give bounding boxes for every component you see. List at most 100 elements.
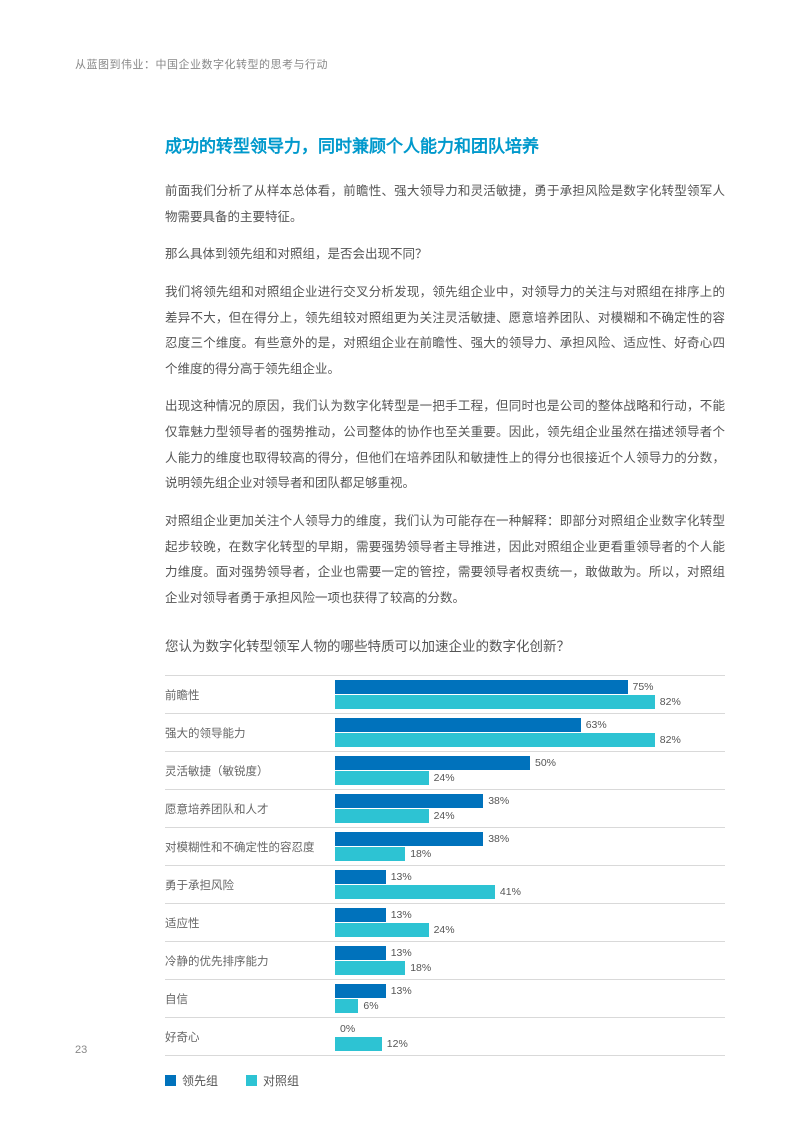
bar-wrap: 12% xyxy=(335,1037,725,1051)
legend-label: 对照组 xyxy=(263,1072,299,1089)
chart-row: 勇于承担风险13%41% xyxy=(165,865,725,903)
legend-label: 领先组 xyxy=(182,1072,218,1089)
bar-value: 82% xyxy=(660,696,681,708)
bar-value: 75% xyxy=(633,681,654,693)
bar xyxy=(335,908,386,922)
chart-row: 愿意培养团队和人才38%24% xyxy=(165,789,725,827)
bar-value: 13% xyxy=(391,985,412,997)
bar-value: 50% xyxy=(535,757,556,769)
chart-row-label: 自信 xyxy=(165,980,335,1017)
running-header: 从蓝图到伟业：中国企业数字化转型的思考与行动 xyxy=(75,56,718,72)
bar xyxy=(335,794,483,808)
chart-row: 适应性13%24% xyxy=(165,903,725,941)
bar xyxy=(335,984,386,998)
bar-value: 18% xyxy=(410,962,431,974)
bar-wrap: 24% xyxy=(335,923,725,937)
bar-wrap: 13% xyxy=(335,908,725,922)
bar xyxy=(335,756,530,770)
legend-item-leading: 领先组 xyxy=(165,1072,218,1089)
bar xyxy=(335,946,386,960)
legend-item-control: 对照组 xyxy=(246,1072,299,1089)
bar xyxy=(335,1037,382,1051)
bar-chart: 前瞻性75%82%强大的领导能力63%82%灵活敏捷（敏锐度）50%24%愿意培… xyxy=(165,675,725,1056)
bar-value: 13% xyxy=(391,947,412,959)
chart-row: 自信 13% 6% xyxy=(165,979,725,1017)
page-number: 23 xyxy=(75,1044,87,1056)
chart-row-label: 勇于承担风险 xyxy=(165,866,335,903)
bar-wrap: 82% xyxy=(335,695,725,709)
bar-value: 0% xyxy=(340,1023,355,1035)
bar-wrap: 18% xyxy=(335,847,725,861)
section-title: 成功的转型领导力，同时兼顾个人能力和团队培养 xyxy=(165,132,725,157)
bar xyxy=(335,733,655,747)
bar xyxy=(335,832,483,846)
paragraph: 我们将领先组和对照组企业进行交叉分析发现，领先组企业中，对领导力的关注与对照组在… xyxy=(165,280,725,383)
main-content: 成功的转型领导力，同时兼顾个人能力和团队培养 前面我们分析了从样本总体看，前瞻性… xyxy=(165,132,725,1089)
bar-value: 12% xyxy=(387,1038,408,1050)
bar-value: 6% xyxy=(363,1000,378,1012)
legend-swatch xyxy=(165,1075,176,1086)
bar-value: 38% xyxy=(488,833,509,845)
chart-row-label: 冷静的优先排序能力 xyxy=(165,942,335,979)
bar-value: 18% xyxy=(410,848,431,860)
bar xyxy=(335,718,581,732)
bar-wrap: 38% xyxy=(335,832,725,846)
paragraph: 前面我们分析了从样本总体看，前瞻性、强大领导力和灵活敏捷，勇于承担风险是数字化转… xyxy=(165,179,725,230)
bar-wrap: 24% xyxy=(335,809,725,823)
chart-row-bars: 13% 6% xyxy=(335,980,725,1017)
chart-row-label: 愿意培养团队和人才 xyxy=(165,790,335,827)
bar xyxy=(335,870,386,884)
bar xyxy=(335,771,429,785)
chart-row-bars: 0% 12% xyxy=(335,1018,725,1055)
bar xyxy=(335,809,429,823)
bar-value: 63% xyxy=(586,719,607,731)
chart-row-bars: 13%18% xyxy=(335,942,725,979)
bar-wrap: 13% xyxy=(335,984,725,998)
chart-row-bars: 38%24% xyxy=(335,790,725,827)
bar-wrap: 24% xyxy=(335,771,725,785)
bar xyxy=(335,680,628,694)
bar xyxy=(335,923,429,937)
bar-wrap: 6% xyxy=(335,999,725,1013)
bar-value: 82% xyxy=(660,734,681,746)
chart-row-label: 好奇心 xyxy=(165,1018,335,1055)
bar-wrap: 38% xyxy=(335,794,725,808)
chart-row: 前瞻性 75% 82% xyxy=(165,675,725,713)
bar-value: 24% xyxy=(434,924,455,936)
chart-row: 强大的领导能力 63% 82% xyxy=(165,713,725,751)
chart-row: 好奇心 0% 12% xyxy=(165,1017,725,1056)
bar xyxy=(335,999,358,1013)
paragraph: 对照组企业更加关注个人领导力的维度，我们认为可能存在一种解释：即部分对照组企业数… xyxy=(165,509,725,612)
chart-row-label: 灵活敏捷（敏锐度） xyxy=(165,752,335,789)
bar-wrap: 63% xyxy=(335,718,725,732)
bar-value: 24% xyxy=(434,772,455,784)
bar-value: 13% xyxy=(391,909,412,921)
paragraph: 那么具体到领先组和对照组，是否会出现不同？ xyxy=(165,242,725,268)
chart-row: 灵活敏捷（敏锐度） 50% 24% xyxy=(165,751,725,789)
paragraph: 出现这种情况的原因，我们认为数字化转型是一把手工程，但同时也是公司的整体战略和行… xyxy=(165,394,725,497)
chart-legend: 领先组 对照组 xyxy=(165,1072,725,1089)
chart-row-label: 强大的领导能力 xyxy=(165,714,335,751)
bar-wrap: 82% xyxy=(335,733,725,747)
bar xyxy=(335,961,405,975)
bar-wrap: 50% xyxy=(335,756,725,770)
bar xyxy=(335,695,655,709)
bar xyxy=(335,885,495,899)
bar-value: 38% xyxy=(488,795,509,807)
bar-wrap: 75% xyxy=(335,680,725,694)
chart-row-bars: 13% 24% xyxy=(335,904,725,941)
chart-row-label: 前瞻性 xyxy=(165,676,335,713)
bar-wrap: 18% xyxy=(335,961,725,975)
chart-row-bars: 13%41% xyxy=(335,866,725,903)
legend-swatch xyxy=(246,1075,257,1086)
chart-row-bars: 75% 82% xyxy=(335,676,725,713)
chart-row-bars: 63% 82% xyxy=(335,714,725,751)
chart-row-label: 对模糊性和不确定性的容忍度 xyxy=(165,828,335,865)
bar-wrap: 0% xyxy=(335,1022,725,1036)
bar-wrap: 41% xyxy=(335,885,725,899)
chart-row: 冷静的优先排序能力13%18% xyxy=(165,941,725,979)
chart-row-bars: 38% 18% xyxy=(335,828,725,865)
bar-wrap: 13% xyxy=(335,946,725,960)
chart-row-bars: 50% 24% xyxy=(335,752,725,789)
bar xyxy=(335,847,405,861)
